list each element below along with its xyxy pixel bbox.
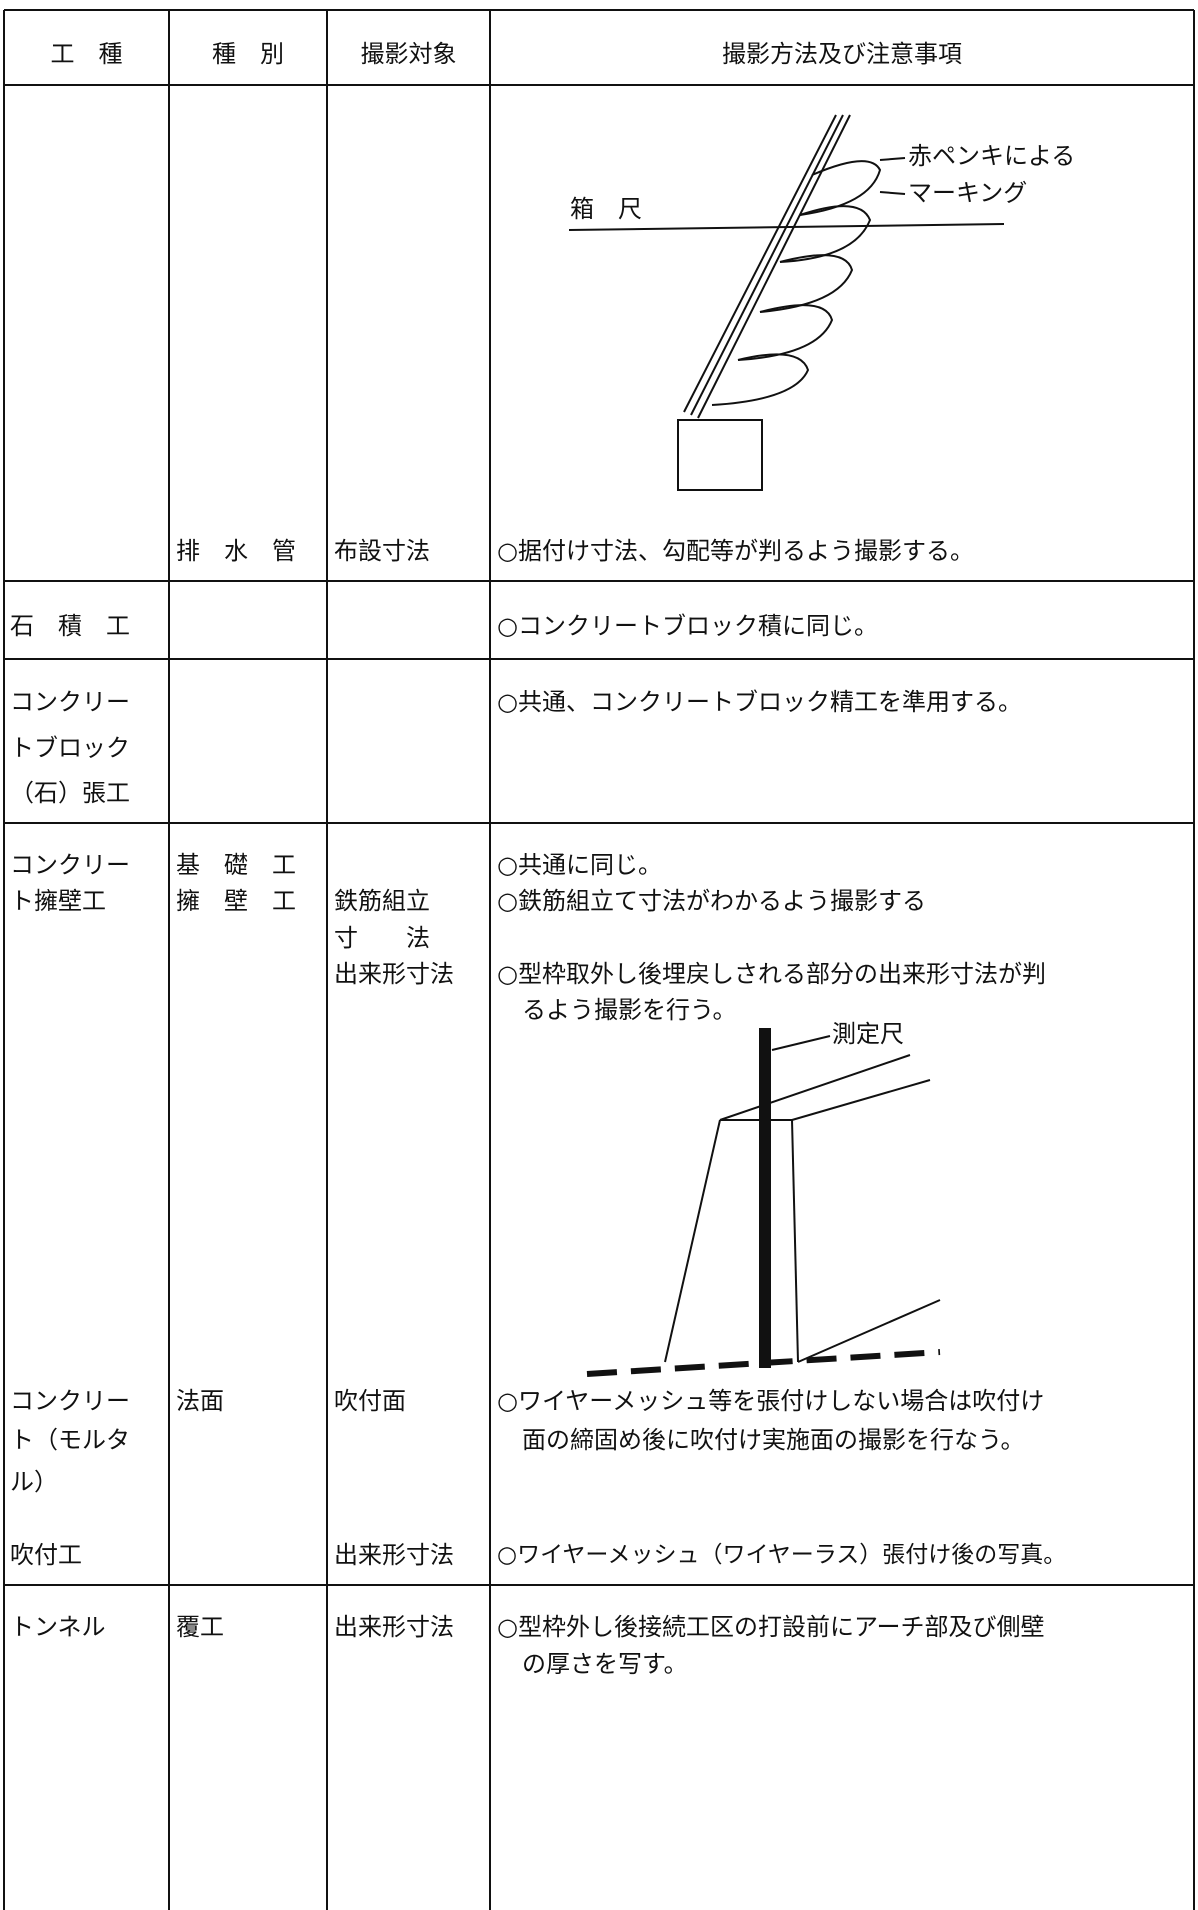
header-cell: 撮影対象 — [360, 40, 457, 68]
cell-text: 擁 壁 工 — [176, 887, 296, 915]
cell-text: 鉄筋組立 — [334, 887, 430, 915]
cell-text: ○共通に同じ。 — [497, 851, 662, 879]
cell-text: 排 水 管 — [176, 537, 296, 565]
cell-text: 布設寸法 — [334, 537, 430, 565]
cell-text: 基 礎 工 — [176, 851, 296, 879]
figure-label: 赤ペンキによる — [908, 142, 1075, 170]
cell-text: 出来形寸法 — [334, 1613, 454, 1641]
cell-text: ○コンクリートブロック積に同じ。 — [497, 612, 878, 640]
header-cell: 種 別 — [212, 40, 284, 68]
cell-text: 吹付工 — [10, 1541, 82, 1569]
cell-text: ○ワイヤーメッシュ（ワイヤーラス）張付け後の写真。 — [497, 1542, 1067, 1568]
cell-text: の厚さを写す。 — [522, 1650, 688, 1678]
cell-text: 吹付面 — [334, 1387, 406, 1415]
cell-text: ト（モルタ — [10, 1426, 130, 1454]
cell-text: ○鉄筋組立て寸法がわかるよう撮影する — [497, 887, 926, 915]
cell-text: 面の締固め後に吹付け実施面の撮影を行なう。 — [522, 1426, 1025, 1454]
cell-text: 覆工 — [176, 1613, 224, 1641]
cell-text: トンネル — [10, 1613, 106, 1641]
cell-text: ○据付け寸法、勾配等が判るよう撮影する。 — [497, 537, 974, 565]
figure-label: マーキング — [908, 179, 1027, 207]
header-cell: 工 種 — [50, 40, 123, 68]
cell-text: （石）張工 — [10, 779, 130, 807]
cell-text: ル） — [10, 1468, 58, 1496]
cell-text: ○型枠取外し後埋戻しされる部分の出来形寸法が判 — [497, 960, 1046, 988]
cell-text: 出来形寸法 — [334, 960, 454, 988]
cell-text: ○ワイヤーメッシュ等を張付けしない場合は吹付け — [497, 1387, 1045, 1415]
cell-text: ○型枠外し後接続工区の打設前にアーチ部及び側壁 — [497, 1613, 1045, 1641]
cell-text: ト擁壁工 — [10, 887, 106, 915]
cell-text: 石 積 工 — [10, 612, 130, 640]
cell-text: コンクリー — [10, 1387, 130, 1415]
cell-text: 寸 法 — [334, 924, 430, 952]
header-cell: 撮影方法及び注意事項 — [722, 40, 962, 68]
cell-text: 法面 — [176, 1387, 224, 1415]
cell-text: コンクリー — [10, 851, 130, 879]
cell-text: トブロック — [10, 734, 130, 762]
cell-text: ○共通、コンクリートブロック精工を準用する。 — [497, 688, 1022, 716]
figure-label: 測定尺 — [832, 1020, 904, 1048]
cell-text: るよう撮影を行う。 — [522, 996, 737, 1024]
cell-text: 出来形寸法 — [334, 1541, 454, 1569]
figure-staff-marking: 赤ペンキによる マーキング 箱 尺 — [568, 114, 1075, 491]
figure-label: 箱 尺 — [570, 195, 642, 223]
figure-retaining-wall: 測定尺 — [586, 1020, 941, 1377]
cell-text: コンクリー — [10, 688, 130, 716]
